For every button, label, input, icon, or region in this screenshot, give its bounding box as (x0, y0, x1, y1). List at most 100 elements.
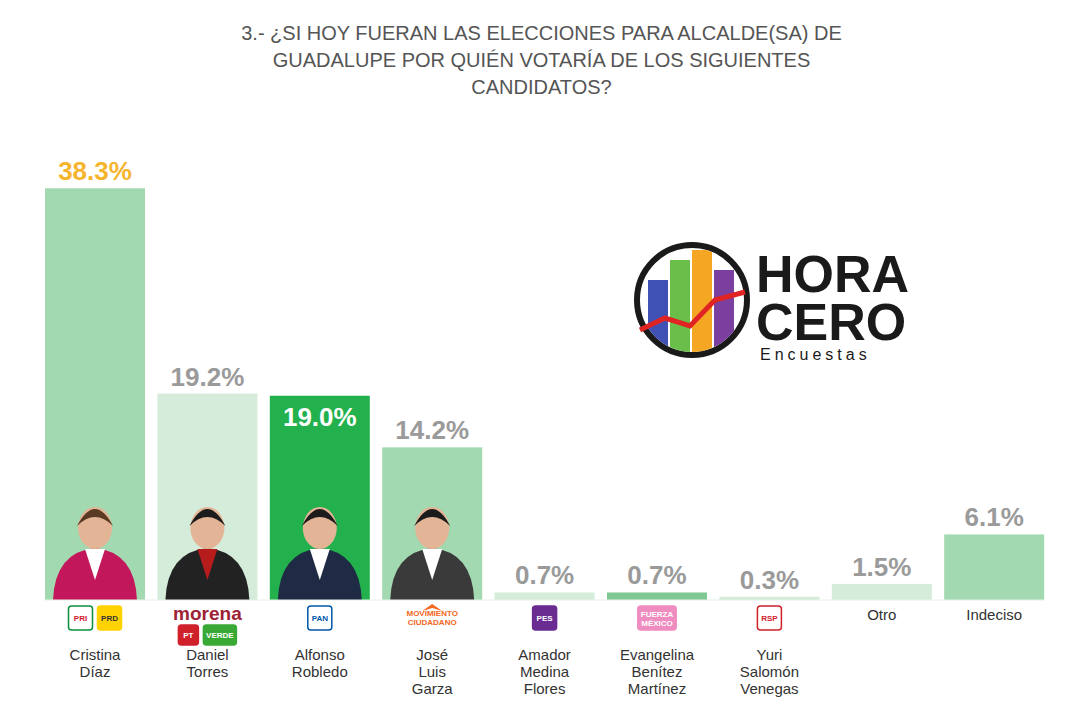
bar (45, 188, 145, 600)
category-line: Indeciso (966, 606, 1022, 623)
portrait-body (390, 548, 474, 600)
data-label: 14.2% (395, 415, 469, 445)
party-logo-line: PRD (101, 614, 118, 623)
party-logo-box (308, 606, 332, 630)
brand-subtext: Encuestas (760, 346, 871, 363)
category-label: AlfonsoRobledo (292, 646, 348, 680)
category-line: Yuri (756, 646, 782, 663)
party-logo-text: PRD (101, 614, 118, 623)
party-logo-text: PRI (74, 614, 87, 623)
title-line: GUADALUPE POR QUIÉN VOTARÍA DE LOS SIGUI… (273, 49, 811, 71)
category-line: Venegas (740, 680, 798, 697)
bar (157, 394, 257, 600)
party-logo-box (533, 606, 557, 630)
party-logo-line: VERDE (206, 631, 234, 640)
category-line: Evangelina (620, 646, 695, 663)
party-logo-text: PES (537, 614, 554, 623)
brand-text: CERO (756, 293, 906, 351)
portrait-shirt (85, 549, 105, 580)
category-labels: CristinaDíaz DanielTorres AlfonsoRobledo Jo… (70, 606, 1023, 697)
party-logo-box (757, 606, 781, 630)
category-line: Salomón (740, 663, 799, 680)
brand-bar (670, 260, 690, 355)
bar (832, 584, 932, 600)
portrait-head (78, 507, 112, 549)
category-label: CristinaDíaz (70, 646, 122, 680)
party-logo-box (69, 606, 93, 630)
baseline (45, 600, 1044, 601)
category-label: DanielTorres (186, 646, 229, 680)
party-logo-line: MÉXICO (641, 619, 673, 628)
portrait-hair (302, 509, 338, 526)
party-logo-box (203, 625, 236, 645)
title-line: CANDIDATOS? (471, 76, 611, 98)
portrait-head (190, 507, 224, 549)
portrait (53, 507, 137, 600)
data-label: 0.3% (740, 565, 799, 595)
brand-bars (648, 250, 734, 355)
category-label: Otro (867, 606, 896, 623)
bar (382, 447, 482, 600)
party-logo-text: PAN (312, 614, 329, 623)
category-line: José (416, 646, 448, 663)
party-logo-text: morena (173, 603, 242, 624)
party-logo-line: PES (537, 614, 554, 623)
category-line: Martínez (628, 680, 686, 697)
party-logo-line: PAN (312, 614, 329, 623)
party-logo-box (178, 625, 198, 645)
portrait-body (165, 548, 249, 600)
portrait-hair (77, 509, 113, 526)
data-label: 19.0% (283, 402, 357, 432)
title: 3.- ¿SI HOY FUERAN LAS ELECCIONES PARA A… (241, 22, 842, 98)
chart: 3.- ¿SI HOY FUERAN LAS ELECCIONES PARA A… (0, 0, 1083, 717)
category-line: Garza (412, 680, 454, 697)
party-logo-box (98, 606, 122, 630)
party-logo-text: VERDE (206, 631, 234, 640)
party-logo-text: PT (183, 631, 193, 640)
category-line: Daniel (186, 646, 229, 663)
category-line: Flores (524, 680, 566, 697)
party-logo-line: PT (183, 631, 193, 640)
brand-logo: HORACEROEncuestas (637, 245, 909, 363)
category-line: Robledo (292, 663, 348, 680)
party-logo-text: FUERZAMÉXICO (641, 610, 674, 628)
portrait (390, 507, 474, 600)
bars (45, 188, 1044, 600)
party-logos: PRI PRD morena PT VERDE PAN MOVIMIENTOCIUDADAN… (69, 603, 782, 645)
portrait-hair (189, 509, 225, 526)
data-label: 38.3% (58, 156, 132, 186)
portrait (278, 507, 362, 600)
party-logo-box (638, 606, 676, 630)
brand-circle (637, 245, 747, 355)
category-line: Cristina (70, 646, 122, 663)
party-logo-line: CIUDADANO (408, 618, 457, 627)
category-line: Medina (520, 663, 570, 680)
portrait-body (278, 548, 362, 600)
party-logo-text: MOVIMIENTOCIUDADANO (406, 609, 457, 627)
portrait-shirt (197, 549, 217, 580)
category-line: Alfonso (295, 646, 345, 663)
brand-bar (692, 250, 712, 355)
party-logo-line: MOVIMIENTO (406, 609, 457, 618)
party-logo-icon (422, 604, 442, 611)
portrait-body (53, 548, 137, 600)
data-label: 6.1% (965, 502, 1024, 532)
brand-line (640, 292, 745, 330)
brand-bar (714, 270, 734, 355)
portrait-shirt (310, 549, 330, 580)
category-line: Otro (867, 606, 896, 623)
title-line: 3.- ¿SI HOY FUERAN LAS ELECCIONES PARA A… (241, 22, 842, 44)
category-label: Indeciso (966, 606, 1022, 623)
party-logo-line: RSP (761, 614, 778, 623)
portrait-head (303, 507, 337, 549)
bar (495, 592, 595, 600)
party-logo-text: RSP (761, 614, 778, 623)
category-label: AmadorMedinaFlores (518, 646, 571, 697)
portrait (165, 507, 249, 600)
category-label: YuriSalomónVenegas (740, 646, 799, 697)
data-label: 1.5% (852, 552, 911, 582)
data-label: 19.2% (171, 362, 245, 392)
bar (607, 592, 707, 600)
bar (270, 396, 370, 600)
bar (944, 534, 1044, 600)
